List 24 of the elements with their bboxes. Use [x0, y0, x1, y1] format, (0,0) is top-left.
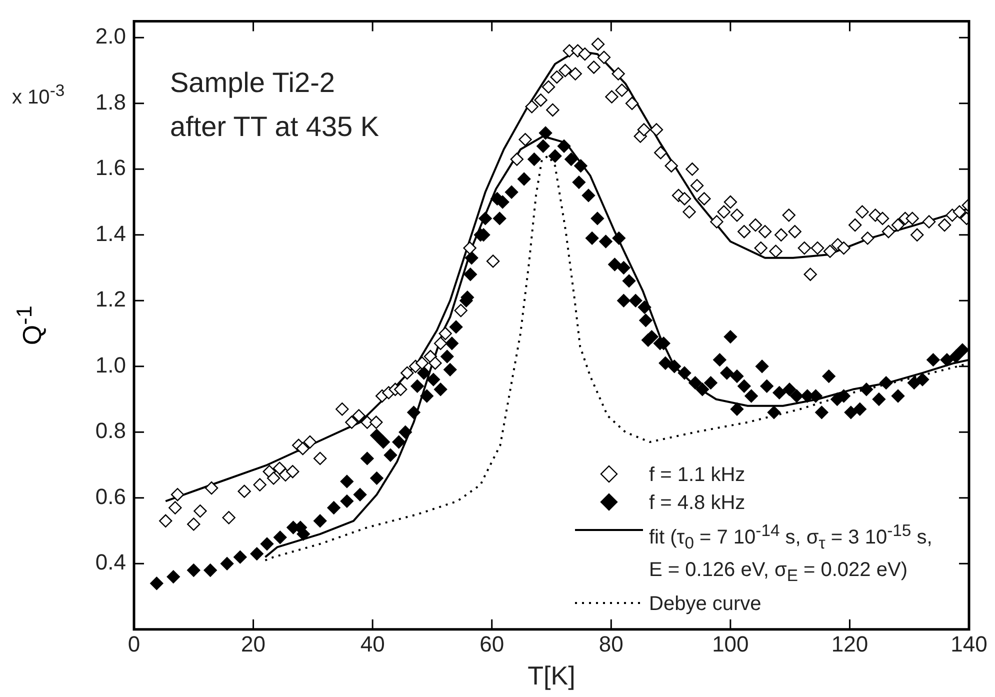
- y-tick-label: 0.8: [95, 418, 126, 444]
- x-tick-label: 20: [241, 632, 266, 657]
- text: x 10$^{-3}$: [12, 81, 65, 110]
- y-tick-label: 1.2: [95, 286, 126, 312]
- x-tick-label: 140: [950, 632, 988, 657]
- legend-label: f = 4.8 kHz: [649, 491, 746, 516]
- x-tick-label: 100: [712, 632, 749, 657]
- x-tick-label: 120: [831, 632, 868, 657]
- y-tick-label: 0.6: [95, 484, 126, 509]
- x-tick-label: 60: [480, 632, 504, 657]
- y-tick-label: 1.8: [95, 89, 126, 114]
- y-tick-label: 0.4: [95, 550, 126, 575]
- y-tick-label: 1.6: [95, 155, 126, 180]
- x-tick-label: 0: [128, 632, 140, 657]
- text: fit (τ$_{0}$ = 7 10$^{-14}$ s, σ$_{τ}$ = 3 10$^{-15}$ s, E = 0.126 eV, σ$_{E}$ = 0.022 eV): [649, 521, 932, 586]
- x-tick-label: 80: [598, 632, 624, 657]
- y-tick-label: 1.4: [95, 220, 126, 246]
- annotation: Sample Ti2-2 after TT at 435 K: [170, 66, 380, 144]
- x-tick-label: 40: [360, 632, 385, 657]
- legend-label: f = 1.1 kHz: [649, 463, 746, 488]
- x-axis-title: T[K]: [528, 660, 576, 691]
- legend-label: Debye curve: [649, 592, 762, 618]
- y-tick-label: 1.0: [95, 352, 126, 378]
- y-tick-label: 2.0: [95, 24, 126, 49]
